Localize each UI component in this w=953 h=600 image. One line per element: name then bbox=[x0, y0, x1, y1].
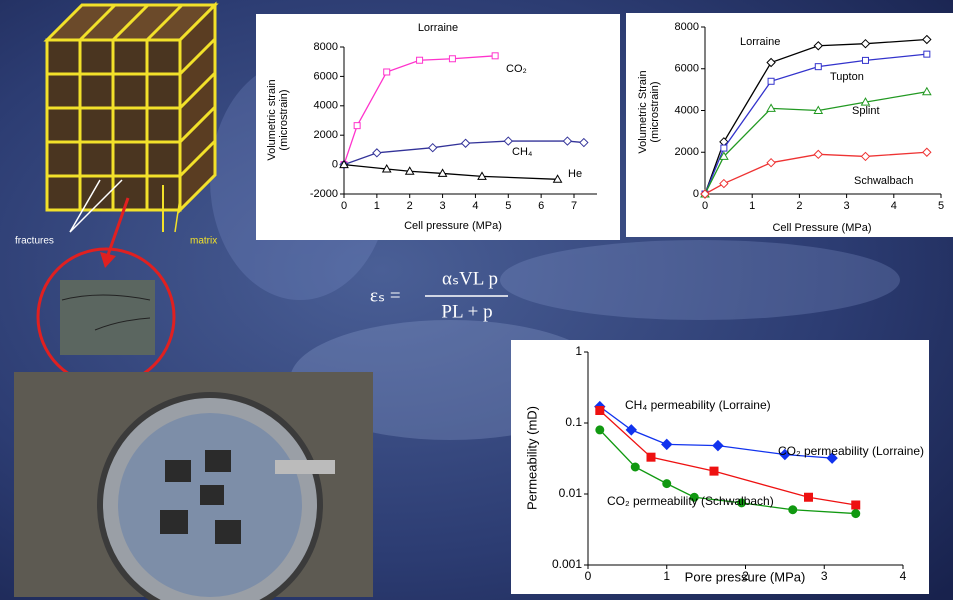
series-label: CH₄ permeability (Lorraine) bbox=[625, 398, 771, 412]
y-tick-label: 0.01 bbox=[559, 486, 583, 500]
chart-background bbox=[626, 13, 953, 237]
formula-numerator: αₛVL p bbox=[442, 268, 498, 289]
marker bbox=[596, 406, 604, 414]
y-tick-label: 0.001 bbox=[552, 557, 582, 571]
series-label: Schwalbach bbox=[854, 175, 913, 187]
series-label: Lorraine bbox=[740, 36, 780, 48]
x-tick-label: 2 bbox=[407, 200, 413, 212]
y-tick-label: 0 bbox=[332, 159, 338, 171]
y-tick-label: 8000 bbox=[675, 21, 699, 33]
x-tick-label: 0 bbox=[585, 569, 592, 583]
x-tick-label: 4 bbox=[900, 569, 907, 583]
marker bbox=[492, 53, 498, 59]
x-tick-label: 0 bbox=[341, 200, 347, 212]
chart: 0.0010.010.1101234Pore pressure (MPa)Per… bbox=[511, 340, 929, 594]
y-tick-label: 6000 bbox=[314, 70, 338, 82]
x-tick-label: 5 bbox=[505, 200, 511, 212]
y-axis-label: (microstrain) bbox=[649, 81, 661, 142]
marker bbox=[449, 56, 455, 62]
x-tick-label: 3 bbox=[821, 569, 828, 583]
x-tick-label: 3 bbox=[440, 200, 446, 212]
series-label: CO₂ permeability (Schwalbach) bbox=[607, 494, 774, 508]
marker bbox=[417, 57, 423, 63]
y-tick-label: 6000 bbox=[675, 63, 699, 75]
page: {"chart_data": [ {"type": "line", "title… bbox=[0, 0, 953, 600]
y-tick-label: 4000 bbox=[675, 104, 699, 116]
y-tick-label: 0.1 bbox=[565, 415, 582, 429]
formula-denominator: PL + p bbox=[441, 301, 492, 322]
marker bbox=[924, 51, 930, 57]
marker bbox=[789, 506, 797, 514]
marker bbox=[768, 78, 774, 84]
y-axis-label: Permeability (mD) bbox=[524, 406, 539, 510]
x-axis-label: Cell Pressure (MPa) bbox=[772, 222, 871, 234]
series-label: He bbox=[568, 168, 582, 180]
chart: 0 2000 4000 6000 8000 0 1 2 3 4 5 Cell Pressure (MP… bbox=[626, 13, 953, 237]
marker bbox=[721, 145, 727, 151]
y-tick-label: 1 bbox=[575, 344, 582, 358]
marker bbox=[852, 510, 860, 518]
x-tick-label: 4 bbox=[472, 200, 478, 212]
photo bbox=[14, 372, 373, 600]
x-tick-label: 5 bbox=[938, 200, 944, 212]
x-tick-label: 6 bbox=[538, 200, 544, 212]
series-label-box: CO₂ permeability (Lorraine) bbox=[760, 441, 924, 487]
marker bbox=[384, 69, 390, 75]
y-tick-label: 8000 bbox=[314, 41, 338, 53]
y-tick-label: 2000 bbox=[314, 129, 338, 141]
marker bbox=[596, 426, 604, 434]
x-tick-label: 1 bbox=[374, 200, 380, 212]
series-label: CO₂ permeability (Lorraine) bbox=[760, 441, 924, 462]
x-axis-label: Cell pressure (MPa) bbox=[404, 220, 502, 232]
marker bbox=[815, 64, 821, 70]
y-tick-label: 0 bbox=[693, 188, 699, 200]
x-tick-label: 7 bbox=[571, 200, 577, 212]
formula-lhs: εₛ = bbox=[370, 285, 401, 306]
y-tick-label: -2000 bbox=[310, 188, 338, 200]
y-axis-label: Volumetric strain bbox=[266, 79, 278, 160]
marker bbox=[663, 480, 671, 488]
x-tick-label: 1 bbox=[749, 200, 755, 212]
marker bbox=[631, 463, 639, 471]
matrix-label: matrix bbox=[190, 236, 217, 247]
x-axis-label: Pore pressure (MPa) bbox=[685, 569, 806, 584]
chart-title: Lorraine bbox=[418, 22, 458, 34]
x-tick-label: 0 bbox=[702, 200, 708, 212]
series-label: CO₂ bbox=[506, 63, 527, 75]
x-tick-label: 4 bbox=[891, 200, 897, 212]
x-tick-label: 3 bbox=[844, 200, 850, 212]
y-tick-label: 4000 bbox=[314, 100, 338, 112]
y-axis-label: Volumetric Strain bbox=[637, 70, 649, 153]
slide: fractures matrix εₛ = αₛVL p PL + p -200… bbox=[0, 0, 953, 600]
marker bbox=[647, 453, 655, 461]
y-axis-label: (microstrain) bbox=[278, 89, 290, 150]
fractures-label: fractures bbox=[15, 236, 54, 247]
y-tick-label: 2000 bbox=[675, 146, 699, 158]
chart-background bbox=[256, 14, 620, 240]
marker bbox=[805, 493, 813, 501]
series-label: CH₄ bbox=[512, 146, 533, 158]
x-tick-label: 2 bbox=[796, 200, 802, 212]
series-label: Tupton bbox=[830, 71, 864, 83]
marker bbox=[354, 123, 360, 129]
marker bbox=[862, 57, 868, 63]
marker bbox=[852, 501, 860, 509]
core-image bbox=[60, 280, 155, 355]
marker bbox=[710, 467, 718, 475]
x-tick-label: 1 bbox=[663, 569, 670, 583]
series-label: Splint bbox=[852, 105, 880, 117]
